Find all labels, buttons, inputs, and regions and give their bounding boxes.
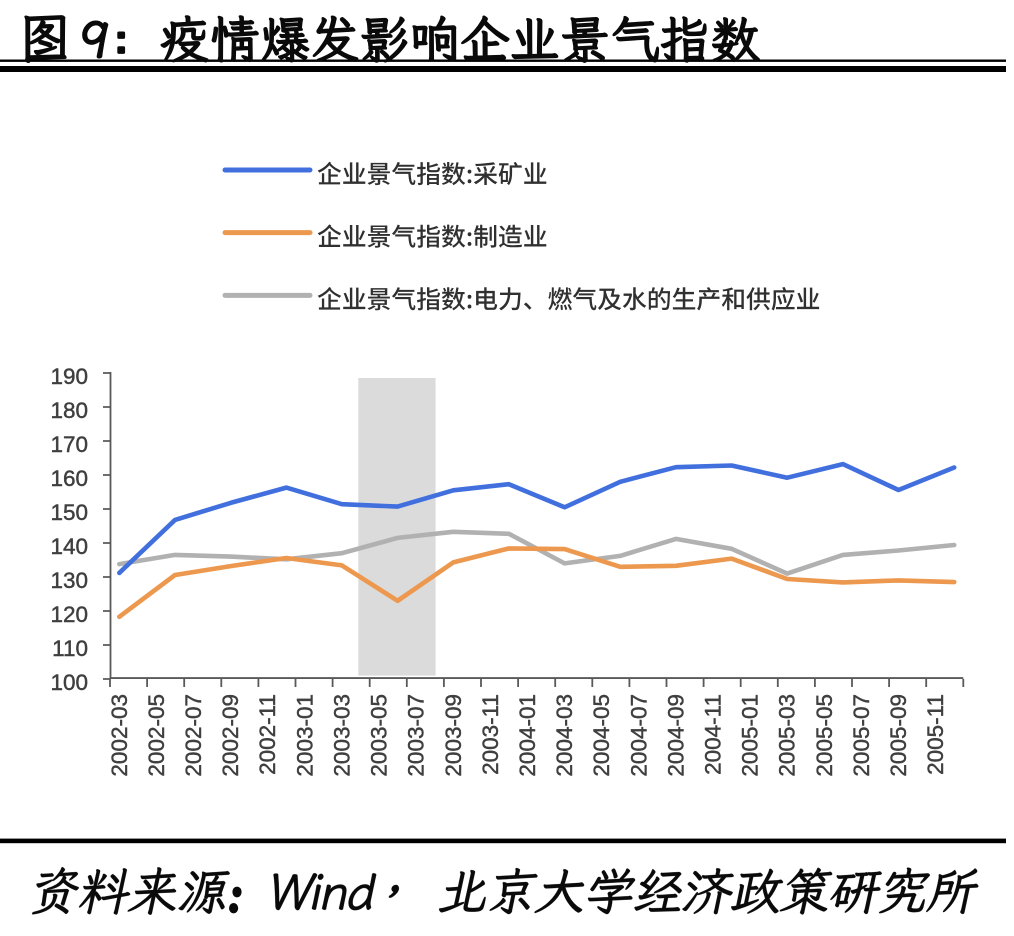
svg-text:2005-03: 2005-03 (775, 694, 800, 777)
svg-text:2004-05: 2004-05 (589, 694, 614, 777)
svg-text:2004-03: 2004-03 (552, 694, 577, 777)
svg-text:100: 100 (50, 670, 88, 695)
svg-text:2003-03: 2003-03 (329, 694, 354, 777)
svg-text:2005-01: 2005-01 (738, 694, 763, 777)
svg-text:2002-11: 2002-11 (255, 694, 280, 775)
svg-text:190: 190 (50, 364, 88, 389)
svg-text:160: 160 (50, 466, 88, 491)
svg-text:150: 150 (50, 500, 88, 525)
svg-text:110: 110 (52, 636, 88, 661)
svg-text:2003-09: 2003-09 (441, 694, 466, 777)
svg-text:2002-05: 2002-05 (144, 694, 169, 777)
svg-text:180: 180 (50, 398, 88, 423)
svg-text:2004-01: 2004-01 (515, 694, 540, 777)
svg-text:2003-01: 2003-01 (292, 694, 317, 777)
svg-text:2002-09: 2002-09 (218, 694, 243, 777)
svg-text:2003-11: 2003-11 (478, 694, 503, 775)
svg-text:2005-11: 2005-11 (923, 694, 948, 775)
svg-text:2002-03: 2002-03 (107, 694, 132, 777)
svg-text:2003-07: 2003-07 (404, 694, 429, 777)
svg-text:2005-05: 2005-05 (812, 694, 837, 777)
svg-text:170: 170 (50, 432, 88, 457)
svg-text:2004-09: 2004-09 (663, 694, 688, 777)
svg-text:120: 120 (50, 602, 88, 627)
svg-text:2002-07: 2002-07 (181, 694, 206, 777)
svg-text:130: 130 (50, 568, 88, 593)
svg-text:2005-07: 2005-07 (849, 694, 874, 777)
svg-text:2005-09: 2005-09 (886, 694, 911, 777)
svg-text:140: 140 (50, 534, 88, 559)
svg-text:2004-07: 2004-07 (626, 694, 651, 777)
svg-text:2004-11: 2004-11 (701, 694, 726, 775)
svg-text:2003-05: 2003-05 (367, 694, 392, 777)
